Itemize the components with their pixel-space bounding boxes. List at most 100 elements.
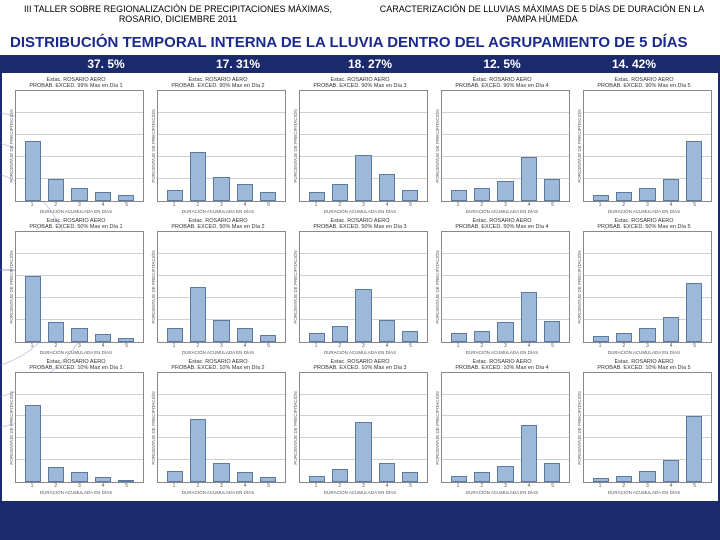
plot-area <box>299 231 428 343</box>
chart-area: PORCENTAJE DE PRECIPITACIÓN <box>292 231 428 343</box>
header-right: CARACTERIZACIÓN DE LLUVIAS MÁXIMAS DE 5 … <box>374 4 710 24</box>
plot-area <box>157 372 286 484</box>
x-axis-label: DURACIÓN ACUMULADA EN DÍAS <box>576 209 712 214</box>
bar <box>332 469 348 482</box>
bar <box>190 152 206 201</box>
header: III TALLER SOBRE REGIONALIZACIÓN DE PREC… <box>0 0 720 28</box>
panel-title: Estac. ROSARIO AEROPROBAB. EXCED. 50% Ma… <box>150 218 286 230</box>
panel-title: Estac. ROSARIO AEROPROBAB. EXCED. 10% Ma… <box>434 359 570 371</box>
bar <box>309 192 325 201</box>
chart-panel: Estac. ROSARIO AEROPROBAB. EXCED. 90% Ma… <box>150 77 286 214</box>
bar <box>544 179 560 201</box>
x-axis-label: DURACIÓN ACUMULADA EN DÍAS <box>8 350 144 355</box>
x-ticks: 12345 <box>150 483 286 489</box>
panel-title: Estac. ROSARIO AEROPROBAB. EXCED. 99% Ma… <box>8 77 144 89</box>
bar <box>25 141 41 201</box>
y-axis-label: PORCENTAJE DE PRECIPITACIÓN <box>576 372 583 484</box>
plot-area <box>441 231 570 343</box>
x-axis-label: DURACIÓN ACUMULADA EN DÍAS <box>434 350 570 355</box>
bars <box>158 232 285 342</box>
chart-panel: Estac. ROSARIO AEROPROBAB. EXCED. 10% Ma… <box>292 359 428 496</box>
bar <box>686 416 702 482</box>
x-axis-label: DURACIÓN ACUMULADA EN DÍAS <box>8 209 144 214</box>
x-axis-label: DURACIÓN ACUMULADA EN DÍAS <box>8 490 144 495</box>
y-axis-label: PORCENTAJE DE PRECIPITACIÓN <box>8 372 15 484</box>
bar <box>497 466 513 482</box>
bar <box>167 190 183 201</box>
panel-title: Estac. ROSARIO AEROPROBAB. EXCED. 50% Ma… <box>434 218 570 230</box>
bar <box>686 141 702 201</box>
bar <box>663 460 679 482</box>
y-axis-label: PORCENTAJE DE PRECIPITACIÓN <box>150 372 157 484</box>
bar <box>118 480 134 482</box>
bar <box>190 419 206 483</box>
bar <box>48 322 64 342</box>
x-axis-label: DURACIÓN ACUMULADA EN DÍAS <box>576 350 712 355</box>
y-axis-label: PORCENTAJE DE PRECIPITACIÓN <box>8 90 15 202</box>
bar <box>616 333 632 342</box>
x-ticks: 12345 <box>576 343 712 349</box>
bar <box>95 477 111 482</box>
bar <box>237 184 253 200</box>
chart-panel: Estac. ROSARIO AEROPROBAB. EXCED. 90% Ma… <box>292 77 428 214</box>
y-axis-label: PORCENTAJE DE PRECIPITACIÓN <box>8 231 15 343</box>
bar <box>639 471 655 482</box>
plot-area <box>441 90 570 202</box>
chart-area: PORCENTAJE DE PRECIPITACIÓN <box>150 372 286 484</box>
bar <box>213 320 229 342</box>
chart-area: PORCENTAJE DE PRECIPITACIÓN <box>8 231 144 343</box>
panel-title: Estac. ROSARIO AEROPROBAB. EXCED. 90% Ma… <box>150 77 286 89</box>
bar <box>474 472 490 482</box>
plot-area <box>299 372 428 484</box>
bar <box>521 157 537 201</box>
bars <box>442 373 569 483</box>
chart-area: PORCENTAJE DE PRECIPITACIÓN <box>576 231 712 343</box>
pct-2: 18. 27% <box>304 57 436 71</box>
panel-title: Estac. ROSARIO AEROPROBAB. EXCED. 10% Ma… <box>150 359 286 371</box>
bar <box>379 174 395 201</box>
chart-panel: Estac. ROSARIO AEROPROBAB. EXCED. 10% Ma… <box>150 359 286 496</box>
panel-title: Estac. ROSARIO AEROPROBAB. EXCED. 10% Ma… <box>292 359 428 371</box>
pct-1: 17. 31% <box>172 57 304 71</box>
bar <box>593 478 609 482</box>
bar <box>686 283 702 341</box>
bars <box>16 373 143 483</box>
bar <box>71 328 87 341</box>
bars <box>158 91 285 201</box>
bar <box>309 333 325 342</box>
bar <box>663 317 679 341</box>
plot-area <box>15 372 144 484</box>
chart-panel: Estac. ROSARIO AEROPROBAB. EXCED. 10% Ma… <box>434 359 570 496</box>
x-axis-label: DURACIÓN ACUMULADA EN DÍAS <box>434 490 570 495</box>
bar <box>355 155 371 201</box>
page-title: DISTRIBUCIÓN TEMPORAL INTERNA DE LA LLUV… <box>0 28 720 55</box>
bar <box>71 472 87 482</box>
bars <box>584 373 711 483</box>
chart-area: PORCENTAJE DE PRECIPITACIÓN <box>8 90 144 202</box>
bar <box>25 405 41 482</box>
bar <box>167 328 183 341</box>
panel-title: Estac. ROSARIO AEROPROBAB. EXCED. 90% Ma… <box>434 77 570 89</box>
panel-title: Estac. ROSARIO AEROPROBAB. EXCED. 10% Ma… <box>576 359 712 371</box>
bar <box>402 190 418 201</box>
y-axis-label: PORCENTAJE DE PRECIPITACIÓN <box>150 231 157 343</box>
plot-area <box>441 372 570 484</box>
x-ticks: 12345 <box>150 343 286 349</box>
y-axis-label: PORCENTAJE DE PRECIPITACIÓN <box>292 90 299 202</box>
bars <box>16 91 143 201</box>
chart-area: PORCENTAJE DE PRECIPITACIÓN <box>150 231 286 343</box>
bar <box>309 476 325 483</box>
plot-area <box>299 90 428 202</box>
x-ticks: 12345 <box>8 343 144 349</box>
bar <box>379 320 395 342</box>
panel-title: Estac. ROSARIO AEROPROBAB. EXCED. 10% Ma… <box>8 359 144 371</box>
bar <box>332 326 348 341</box>
y-axis-label: PORCENTAJE DE PRECIPITACIÓN <box>292 231 299 343</box>
bar <box>237 472 253 482</box>
bar <box>663 179 679 201</box>
plot-area <box>583 90 712 202</box>
y-axis-label: PORCENTAJE DE PRECIPITACIÓN <box>576 231 583 343</box>
chart-area: PORCENTAJE DE PRECIPITACIÓN <box>8 372 144 484</box>
bars <box>442 232 569 342</box>
bar <box>474 331 490 342</box>
